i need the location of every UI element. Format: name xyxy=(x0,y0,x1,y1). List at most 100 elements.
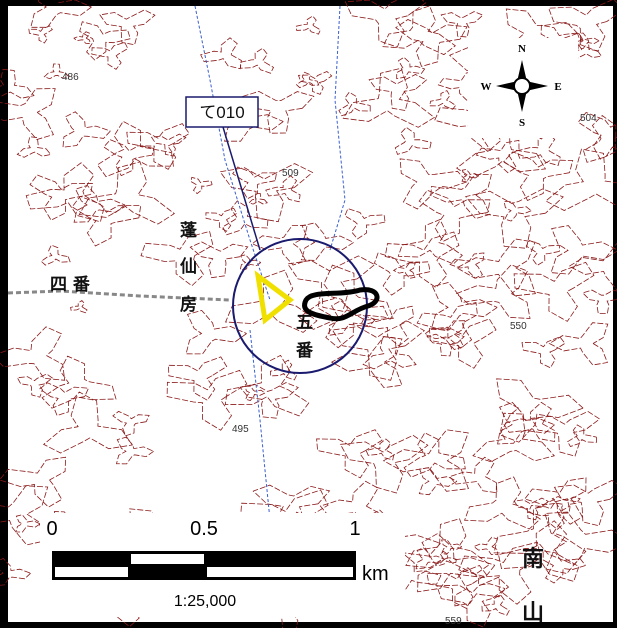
contour xyxy=(548,0,617,53)
contour xyxy=(583,114,617,163)
contour xyxy=(464,188,564,249)
contour xyxy=(382,429,469,492)
contour xyxy=(185,309,247,355)
contour xyxy=(382,5,456,56)
contour xyxy=(394,126,432,155)
contour xyxy=(396,56,426,80)
contour xyxy=(392,262,416,279)
contour xyxy=(62,111,111,148)
contour xyxy=(0,326,66,381)
contour xyxy=(553,480,617,527)
contour xyxy=(287,255,376,312)
elevation: 486 xyxy=(62,72,79,83)
contour xyxy=(426,333,465,357)
contour xyxy=(548,322,609,366)
contour xyxy=(527,498,570,530)
contour xyxy=(298,264,394,330)
compass-w: W xyxy=(481,81,492,93)
contour xyxy=(43,63,70,80)
contour xyxy=(78,161,175,225)
contour xyxy=(456,119,547,179)
contour xyxy=(395,19,468,67)
contour xyxy=(430,282,498,331)
contour xyxy=(368,74,428,111)
compass-rose xyxy=(496,60,548,112)
contour xyxy=(503,151,574,202)
contour xyxy=(29,174,93,221)
contour xyxy=(115,436,154,465)
contour xyxy=(242,90,315,134)
contour xyxy=(502,401,556,442)
compass-e: E xyxy=(554,81,561,93)
contour xyxy=(222,200,269,236)
contour xyxy=(503,201,532,222)
contour xyxy=(342,67,436,128)
contour xyxy=(567,424,597,447)
contour xyxy=(205,207,238,232)
contour xyxy=(524,477,587,525)
contour xyxy=(167,356,228,401)
place-label: 五 xyxy=(296,313,313,333)
contour xyxy=(437,550,457,567)
contour xyxy=(300,222,354,261)
contour xyxy=(16,373,54,398)
scale-label: 1 xyxy=(349,518,360,540)
contour xyxy=(418,467,458,496)
contour xyxy=(330,336,403,389)
contour xyxy=(449,456,498,494)
place-label: 仙 xyxy=(180,256,197,277)
contour xyxy=(458,541,542,605)
place-label: 山 xyxy=(522,601,544,626)
contour xyxy=(150,133,187,157)
contour xyxy=(455,264,531,319)
contour xyxy=(530,410,601,457)
contour xyxy=(297,71,333,95)
contour xyxy=(405,518,491,575)
contour xyxy=(126,123,190,170)
contour xyxy=(40,244,71,266)
compass-s: S xyxy=(519,117,525,129)
contour xyxy=(513,261,595,322)
contour xyxy=(496,378,584,443)
stream xyxy=(329,5,346,251)
contour xyxy=(0,485,49,546)
scale-ratio: 1:25,000 xyxy=(174,593,236,610)
elevation: 509 xyxy=(282,168,299,179)
contour xyxy=(436,576,510,628)
contour xyxy=(338,91,371,117)
contour xyxy=(550,225,617,275)
contour xyxy=(73,184,126,223)
contour xyxy=(397,218,463,265)
contour xyxy=(28,25,53,44)
road xyxy=(7,289,231,302)
contour xyxy=(456,238,536,297)
contour xyxy=(461,168,480,182)
contour xyxy=(544,511,617,574)
contour xyxy=(0,88,56,140)
contour xyxy=(497,401,555,445)
contour xyxy=(415,547,445,570)
contour xyxy=(360,305,415,347)
elevation: 559 xyxy=(445,616,462,627)
contour xyxy=(449,252,485,279)
contour xyxy=(582,289,617,314)
contour xyxy=(265,175,301,203)
scale-label: 0.5 xyxy=(190,518,218,540)
contour xyxy=(30,0,92,28)
contour xyxy=(219,163,314,223)
stream xyxy=(194,5,271,301)
yellow-area xyxy=(254,270,295,325)
contour xyxy=(112,410,150,437)
elevation: 504 xyxy=(580,113,597,124)
contour xyxy=(25,162,105,223)
contour xyxy=(426,565,487,609)
contour xyxy=(542,550,586,584)
contour xyxy=(166,369,248,431)
contour xyxy=(73,31,91,45)
contour xyxy=(513,497,550,521)
contour xyxy=(525,240,560,266)
contour xyxy=(331,320,426,381)
contour xyxy=(429,174,492,220)
contour xyxy=(0,558,31,586)
